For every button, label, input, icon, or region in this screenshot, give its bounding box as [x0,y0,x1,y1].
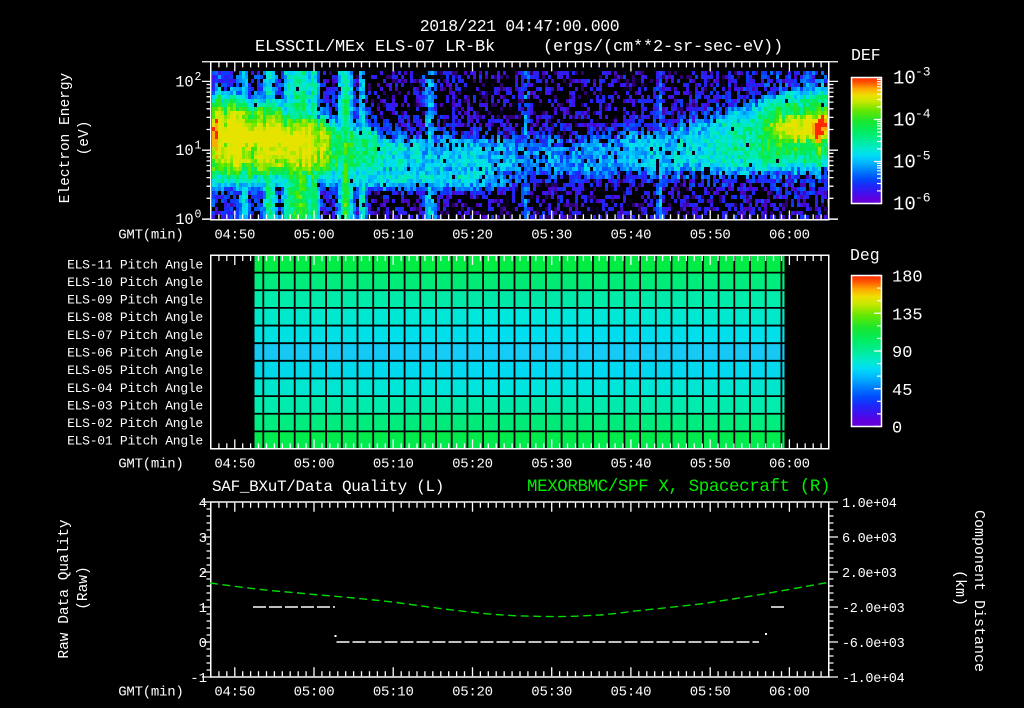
svg-text:10: 10 [175,211,193,229]
svg-text:10: 10 [175,142,193,160]
svg-text:90: 90 [892,344,912,363]
svg-text:05:30: 05:30 [531,456,572,472]
svg-text:ELS-05 Pitch Angle: ELS-05 Pitch Angle [67,363,203,378]
svg-text:Electron Energy: Electron Energy [58,72,74,203]
svg-text:-4: -4 [915,107,931,122]
svg-text:05:20: 05:20 [452,456,493,472]
svg-text:-6.0e+03: -6.0e+03 [842,637,905,652]
svg-text:1: 1 [195,140,202,153]
svg-text:(km): (km) [951,570,968,606]
svg-text:2: 2 [199,566,207,582]
svg-text:05:20: 05:20 [452,684,493,700]
svg-text:ELS-01 Pitch Angle: ELS-01 Pitch Angle [67,434,203,449]
svg-text:4: 4 [199,496,207,512]
svg-text:10: 10 [175,73,193,91]
svg-text:2.0e+03: 2.0e+03 [842,567,897,582]
svg-text:-2.0e+03: -2.0e+03 [842,602,905,617]
svg-text:ELS-06 Pitch Angle: ELS-06 Pitch Angle [67,346,203,361]
svg-text:180: 180 [892,269,923,288]
svg-text:05:30: 05:30 [531,684,572,700]
svg-text:-5: -5 [915,149,931,164]
svg-text:05:10: 05:10 [373,684,414,700]
svg-text:-1.0e+04: -1.0e+04 [842,672,905,687]
svg-text:GMT(min): GMT(min) [118,684,183,700]
svg-text:05:50: 05:50 [690,227,731,243]
svg-text:-6: -6 [915,191,931,206]
svg-text:05:30: 05:30 [531,227,572,243]
svg-text:06:00: 06:00 [769,456,810,472]
svg-text:05:00: 05:00 [294,684,335,700]
svg-text:05:50: 05:50 [690,456,731,472]
svg-text:10: 10 [893,110,916,132]
svg-text:2: 2 [195,71,202,84]
svg-text:(Raw): (Raw) [76,566,92,610]
svg-text:10: 10 [893,194,916,216]
svg-text:04:50: 04:50 [214,456,255,472]
svg-text:ELSSCIL/MEx ELS-07 LR-Bk: ELSSCIL/MEx ELS-07 LR-Bk [255,38,495,57]
svg-text:05:10: 05:10 [373,456,414,472]
svg-text:ELS-03 Pitch Angle: ELS-03 Pitch Angle [67,398,203,413]
svg-text:05:10: 05:10 [373,227,414,243]
svg-text:GMT(min): GMT(min) [118,456,183,472]
svg-text:05:00: 05:00 [294,227,335,243]
svg-text:Deg: Deg [850,246,880,265]
svg-text:(eV): (eV) [77,121,93,156]
svg-text:05:20: 05:20 [452,227,493,243]
svg-text:3: 3 [199,531,207,547]
svg-text:GMT(min): GMT(min) [118,227,183,243]
svg-text:05:40: 05:40 [611,684,652,700]
svg-text:05:00: 05:00 [294,456,335,472]
svg-text:05:40: 05:40 [611,456,652,472]
svg-text:ELS-07 Pitch Angle: ELS-07 Pitch Angle [67,328,203,343]
svg-text:45: 45 [892,382,912,401]
svg-text:06:00: 06:00 [769,684,810,700]
svg-text:0: 0 [195,209,202,222]
svg-text:6.0e+03: 6.0e+03 [842,532,897,547]
svg-text:135: 135 [892,306,923,325]
svg-text:ELS-08 Pitch Angle: ELS-08 Pitch Angle [67,310,203,325]
svg-text:SAF_BXuT/Data Quality (L): SAF_BXuT/Data Quality (L) [212,478,444,496]
svg-text:0: 0 [892,420,902,439]
svg-text:1.0e+04: 1.0e+04 [842,497,897,512]
svg-text:Component Distance: Component Distance [970,510,987,672]
svg-text:Raw Data Quality: Raw Data Quality [57,519,73,659]
svg-text:04:50: 04:50 [214,227,255,243]
svg-text:06:00: 06:00 [769,227,810,243]
svg-text:DEF: DEF [851,46,881,65]
svg-text:ELS-11 Pitch Angle: ELS-11 Pitch Angle [67,257,203,272]
svg-text:(ergs/(cm**2-sr-sec-eV)): (ergs/(cm**2-sr-sec-eV)) [543,38,783,57]
svg-text:ELS-10 Pitch Angle: ELS-10 Pitch Angle [67,275,203,290]
svg-text:10: 10 [893,68,916,90]
svg-text:2018/221 04:47:00.000: 2018/221 04:47:00.000 [420,17,620,36]
svg-text:05:50: 05:50 [690,684,731,700]
svg-text:ELS-04 Pitch Angle: ELS-04 Pitch Angle [67,381,203,396]
svg-text:04:50: 04:50 [214,684,255,700]
svg-text:1: 1 [199,601,207,617]
svg-text:-3: -3 [915,65,931,80]
svg-text:MEXORBMC/SPF X, Spacecraft (R): MEXORBMC/SPF X, Spacecraft (R) [527,477,830,497]
svg-text:05:40: 05:40 [611,227,652,243]
svg-text:ELS-02 Pitch Angle: ELS-02 Pitch Angle [67,416,203,431]
svg-text:0: 0 [199,636,207,652]
svg-text:10: 10 [893,152,916,174]
svg-text:-1: -1 [190,671,207,687]
svg-text:ELS-09 Pitch Angle: ELS-09 Pitch Angle [67,293,203,308]
